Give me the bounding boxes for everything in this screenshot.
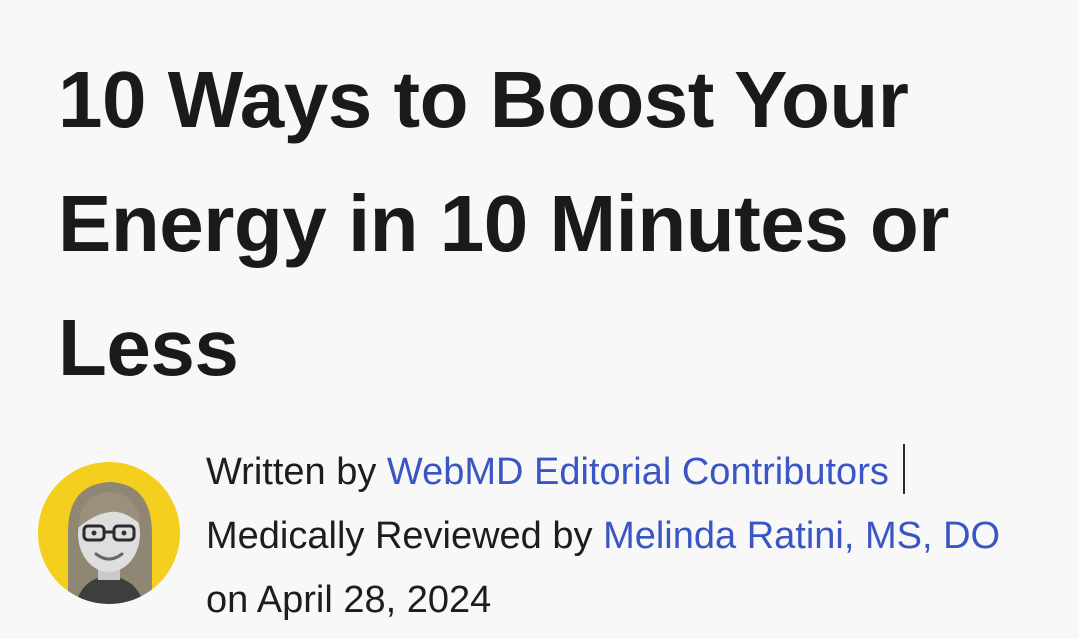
written-by-label: Written by [206,451,377,493]
byline-text: Written by WebMD Editorial Contributors M… [206,440,1026,632]
review-date: April 28, 2024 [256,579,492,621]
article-title: 10 Ways to Boost Your Energy in 10 Minut… [58,55,949,392]
date-prefix: on [206,579,249,621]
reviewed-by-label: Medically Reviewed by [206,515,593,557]
author-link[interactable]: WebMD Editorial Contributors [386,451,889,493]
portrait-icon [38,462,180,604]
reviewer-link[interactable]: Melinda Ratini, MS, DO [603,515,1001,557]
reviewer-avatar[interactable] [38,462,180,604]
byline: Written by WebMD Editorial Contributors M… [38,440,1058,621]
byline-divider [902,444,905,494]
